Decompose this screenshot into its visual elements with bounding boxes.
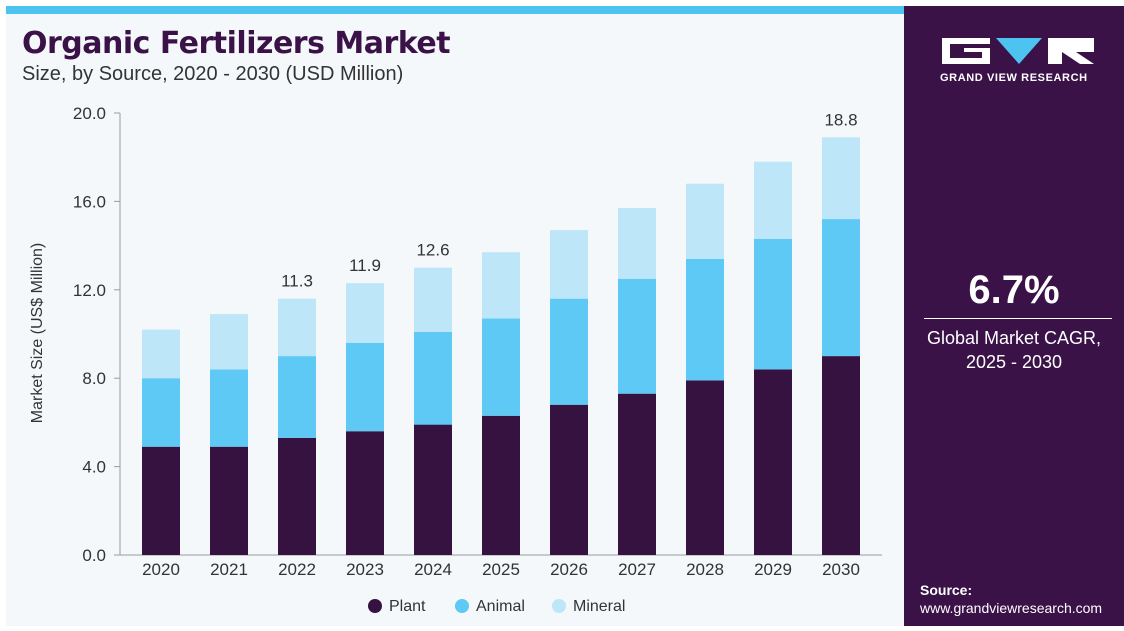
brand-name: GRAND VIEW RESEARCH	[940, 72, 1088, 84]
bar-plant-2023	[346, 431, 384, 555]
y-tick-label: 8.0	[82, 369, 106, 388]
bar-mineral-2027	[618, 208, 656, 279]
x-tick-label: 2021	[210, 560, 248, 579]
x-axis: 2020 2021 2022 2023 2024 2025 2026 2027 2028 2029…	[120, 554, 882, 579]
legend-swatch-animal	[455, 599, 469, 613]
bar-mineral-2028	[686, 183, 724, 259]
cagr-label: Global Market CAGR, 2025 - 2030	[904, 326, 1124, 374]
gvr-logo-icon	[942, 38, 1094, 64]
total-label-2030: 18.8	[824, 110, 857, 129]
legend-label-plant: Plant	[389, 598, 426, 615]
total-label-2024: 12.6	[416, 241, 449, 260]
cagr-label-line1: Global Market CAGR,	[926, 328, 1102, 348]
bar-animal-2027	[618, 278, 656, 394]
y-tick-label: 12.0	[73, 281, 106, 300]
y-tick-label: 16.0	[73, 192, 106, 211]
bar-mineral-2022	[278, 298, 316, 357]
y-tick-label: 4.0	[82, 458, 106, 477]
x-tick-label: 2023	[346, 560, 384, 579]
total-labels-group: 11.3 11.9 12.6 18.8	[281, 110, 857, 290]
legend-label-animal: Animal	[476, 598, 525, 615]
bar-animal-2026	[550, 298, 588, 405]
bar-animal-2023	[346, 342, 384, 432]
x-tick-label: 2030	[822, 560, 860, 579]
source-label: Source:	[920, 582, 973, 598]
bar-plant-2021	[210, 446, 248, 555]
bar-animal-2029	[754, 238, 792, 370]
x-tick-label: 2027	[618, 560, 656, 579]
chart-subtitle: Size, by Source, 2020 - 2030 (USD Millio…	[22, 63, 404, 85]
bar-plant-2026	[550, 404, 588, 555]
source-url[interactable]: www.grandviewresearch.com	[920, 600, 1103, 616]
bar-mineral-2030	[822, 137, 860, 220]
x-tick-label: 2026	[550, 560, 588, 579]
bar-mineral-2023	[346, 283, 384, 343]
legend: Plant Animal Mineral	[368, 598, 625, 615]
y-tick-label: 0.0	[82, 546, 106, 565]
sidebar: GRAND VIEW RESEARCH 6.7% Global Market C…	[904, 6, 1124, 626]
bar-mineral-2029	[754, 161, 792, 239]
stacked-bar-chart: 0.04.08.012.016.020.0 2020 2021 2022 2023 20…	[29, 104, 882, 615]
x-tick-label: 2020	[142, 560, 180, 579]
cagr-divider	[924, 318, 1112, 319]
x-tick-label: 2022	[278, 560, 316, 579]
cagr-value: 6.7%	[968, 268, 1060, 312]
bar-mineral-2021	[210, 314, 248, 370]
bar-plant-2024	[414, 424, 452, 555]
bar-mineral-2020	[142, 329, 180, 379]
x-tick-label: 2024	[414, 560, 452, 579]
accent-stripe	[6, 6, 908, 14]
bar-plant-2029	[754, 369, 792, 555]
legend-label-mineral: Mineral	[573, 598, 625, 615]
bar-plant-2030	[822, 356, 860, 555]
legend-swatch-mineral	[552, 599, 566, 613]
bar-animal-2028	[686, 258, 724, 381]
bar-plant-2027	[618, 393, 656, 555]
bar-mineral-2026	[550, 230, 588, 299]
x-tick-label: 2029	[754, 560, 792, 579]
bar-animal-2025	[482, 318, 520, 416]
bar-animal-2020	[142, 378, 180, 447]
bar-plant-2028	[686, 380, 724, 555]
cagr-label-line2: 2025 - 2030	[965, 352, 1063, 372]
x-tick-label: 2025	[482, 560, 520, 579]
x-tick-label: 2028	[686, 560, 724, 579]
y-tick-label: 20.0	[73, 104, 106, 123]
total-label-2022: 11.3	[281, 272, 313, 291]
bar-plant-2022	[278, 437, 316, 555]
bar-animal-2024	[414, 331, 452, 425]
bar-animal-2022	[278, 356, 316, 438]
bar-plant-2025	[482, 415, 520, 555]
chart-title: Organic Fertilizers Market	[22, 26, 451, 61]
total-label-2023: 11.9	[349, 256, 381, 275]
y-axis: 0.0 4.0 8.0 12.0 16.0 20.0	[73, 104, 121, 565]
legend-swatch-plant	[368, 599, 382, 613]
bar-animal-2021	[210, 369, 248, 447]
bar-animal-2030	[822, 219, 860, 357]
bar-mineral-2024	[414, 267, 452, 332]
bar-mineral-2025	[482, 252, 520, 319]
bar-plant-2020	[142, 446, 180, 555]
bars-group	[142, 137, 860, 555]
y-axis-label: Market Size (US$ Million)	[29, 243, 46, 423]
